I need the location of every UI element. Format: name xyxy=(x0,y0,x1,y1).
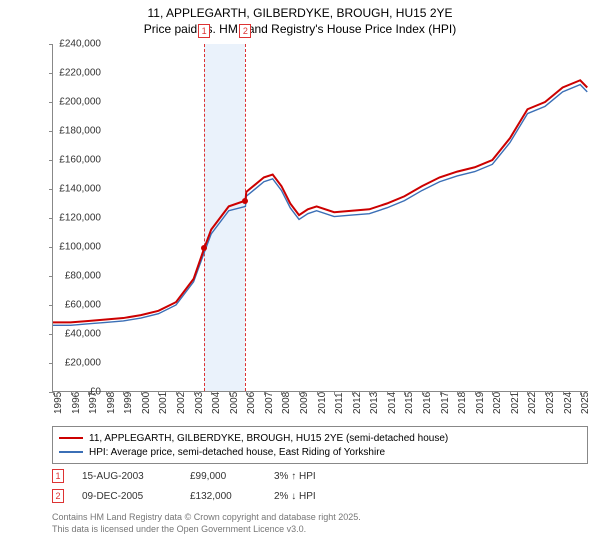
series-hpi xyxy=(53,85,587,326)
title-line-2: Price paid vs. HM Land Registry's House … xyxy=(0,22,600,38)
transaction-price: £99,000 xyxy=(190,471,256,482)
chart-title-block: 11, APPLEGARTH, GILBERDYKE, BROUGH, HU15… xyxy=(0,0,600,39)
transaction-date: 09-DEC-2005 xyxy=(82,491,172,502)
chart-plot-area: £0£20,000£40,000£60,000£80,000£100,000£1… xyxy=(52,44,588,392)
data-point xyxy=(201,245,207,251)
attribution-line-1: Contains HM Land Registry data © Crown c… xyxy=(52,512,361,524)
event-marker: 1 xyxy=(198,24,210,38)
legend-item: 11, APPLEGARTH, GILBERDYKE, BROUGH, HU15… xyxy=(59,431,581,445)
legend-label: HPI: Average price, semi-detached house,… xyxy=(89,447,385,458)
transaction-date: 15-AUG-2003 xyxy=(82,471,172,482)
data-point xyxy=(242,198,248,204)
title-line-1: 11, APPLEGARTH, GILBERDYKE, BROUGH, HU15… xyxy=(0,6,600,22)
chart-lines xyxy=(53,44,589,392)
transaction-table: 1 15-AUG-2003 £99,000 3% ↑ HPI 2 09-DEC-2005 £… xyxy=(52,466,354,506)
legend-swatch xyxy=(59,451,83,452)
transaction-price: £132,000 xyxy=(190,491,256,502)
series-price_paid xyxy=(53,80,587,322)
attribution-text: Contains HM Land Registry data © Crown c… xyxy=(52,512,361,535)
legend-label: 11, APPLEGARTH, GILBERDYKE, BROUGH, HU15… xyxy=(89,433,448,444)
transaction-row: 2 09-DEC-2005 £132,000 2% ↓ HPI xyxy=(52,486,354,506)
legend-item: HPI: Average price, semi-detached house,… xyxy=(59,445,581,459)
transaction-badge: 2 xyxy=(52,489,64,503)
legend-swatch xyxy=(59,437,83,439)
transaction-badge: 1 xyxy=(52,469,64,483)
transaction-row: 1 15-AUG-2003 £99,000 3% ↑ HPI xyxy=(52,466,354,486)
transaction-delta: 3% ↑ HPI xyxy=(274,471,354,482)
event-marker: 2 xyxy=(239,24,251,38)
transaction-delta: 2% ↓ HPI xyxy=(274,491,354,502)
legend-box: 11, APPLEGARTH, GILBERDYKE, BROUGH, HU15… xyxy=(52,426,588,464)
attribution-line-2: This data is licensed under the Open Gov… xyxy=(52,524,361,536)
